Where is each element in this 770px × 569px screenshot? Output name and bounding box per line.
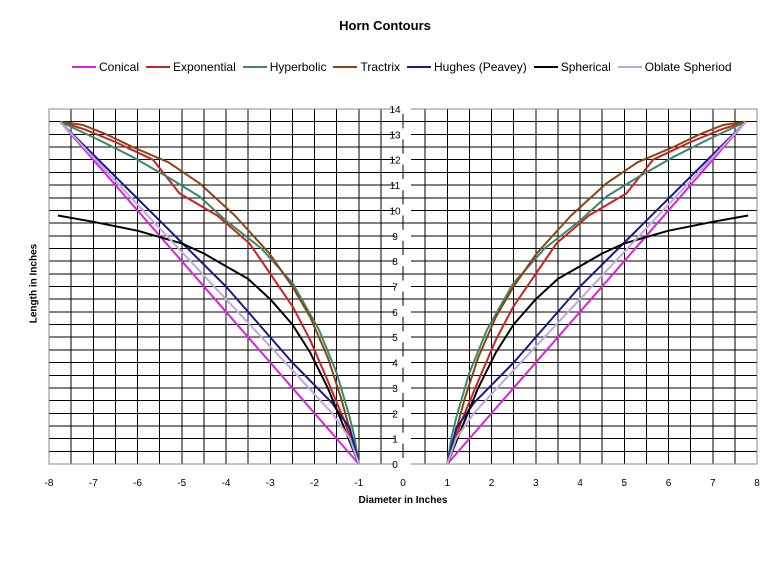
series-oblate-spheriod-left xyxy=(59,121,360,465)
legend-item-hughes: Hughes (Peavey) xyxy=(407,60,527,74)
y-tick-label: 9 xyxy=(392,232,398,243)
x-tick-label: -4 xyxy=(222,478,231,489)
x-tick-label: -5 xyxy=(177,478,186,489)
x-tick-label: 2 xyxy=(489,478,495,489)
x-tick-label: 6 xyxy=(666,478,672,489)
y-tick-label: 10 xyxy=(389,206,401,217)
series-spherical-left xyxy=(57,214,360,465)
legend-swatch xyxy=(333,66,358,68)
y-tick-label: 6 xyxy=(392,308,398,319)
y-tick-bg xyxy=(395,356,411,368)
series-spherical-right xyxy=(446,214,749,465)
y-tick-bg xyxy=(395,407,411,419)
x-tick-label: -6 xyxy=(133,478,142,489)
y-tick-label: 3 xyxy=(392,384,398,395)
legend-swatch xyxy=(146,66,171,68)
y-tick-bg xyxy=(395,305,411,317)
y-tick-label: 1 xyxy=(392,435,398,446)
legend-item-oblate-spheriod: Oblate Spheriod xyxy=(617,60,732,74)
y-tick-label: 12 xyxy=(389,156,401,167)
series-tractrix-left xyxy=(59,120,360,465)
y-tick-bg xyxy=(395,432,411,444)
legend-label: Conical xyxy=(99,60,140,74)
y-tick-label: 14 xyxy=(389,105,401,116)
x-tick-label: 0 xyxy=(400,478,406,489)
y-tick-bg xyxy=(395,204,411,216)
series-hughes-peavey-right xyxy=(446,120,747,465)
legend-swatch xyxy=(617,66,642,68)
y-tick-label: 7 xyxy=(392,283,398,294)
y-tick-bg xyxy=(395,331,411,343)
y-tick-bg xyxy=(395,280,411,292)
legend-swatch xyxy=(533,66,558,68)
series-exponential-right xyxy=(446,120,747,465)
y-tick-bg xyxy=(395,153,411,165)
legend-swatch xyxy=(242,66,267,68)
y-tick-bg xyxy=(395,255,411,267)
legend-swatch xyxy=(72,66,96,68)
series-conical-right xyxy=(446,121,747,465)
legend-item-conical: Conical xyxy=(72,60,139,74)
y-tick-label: 2 xyxy=(392,409,398,420)
x-tick-label: 3 xyxy=(533,478,539,489)
y-tick-label: 5 xyxy=(392,333,398,344)
series-tractrix-right xyxy=(446,120,747,465)
y-tick-bg xyxy=(395,458,411,469)
y-tick-label: 13 xyxy=(389,130,401,141)
y-tick-label: 11 xyxy=(390,181,401,192)
y-tick-bg xyxy=(395,179,411,191)
y-tick-bg xyxy=(395,381,411,393)
y-tick-label: 8 xyxy=(392,257,398,268)
y-tick-label: 0 xyxy=(392,460,398,471)
legend-item-hyperbolic: Hyperbolic xyxy=(242,60,327,74)
legend-label: Tractrix xyxy=(360,60,401,74)
x-tick-label: 7 xyxy=(710,478,716,489)
legend-item-exponential: Exponential xyxy=(146,60,236,74)
y-tick-label: 4 xyxy=(392,359,398,370)
series-exponential-left xyxy=(59,120,360,465)
x-tick-label: -7 xyxy=(89,478,98,489)
x-tick-label: -1 xyxy=(354,478,363,489)
y-axis-label: Length in Inches xyxy=(28,243,40,324)
y-tick-bg xyxy=(395,103,411,114)
series-oblate-spheriod-right xyxy=(446,121,747,465)
x-tick-label: -8 xyxy=(45,478,54,489)
series-hughes-peavey-left xyxy=(59,120,360,465)
x-tick-label: 1 xyxy=(444,478,450,489)
x-tick-label: 4 xyxy=(577,478,583,489)
x-axis-label: Diameter in Inches xyxy=(358,495,448,506)
series-hyperbolic-right xyxy=(446,120,747,465)
x-tick-label: 5 xyxy=(621,478,627,489)
x-tick-label: -2 xyxy=(310,478,319,489)
chart-legend: Conical Exponential Hyperbolic Tractrix … xyxy=(72,60,739,74)
legend-label: Oblate Spheriod xyxy=(644,60,732,74)
x-tick-label: 8 xyxy=(754,478,760,489)
series-conical-left xyxy=(59,121,360,465)
series-hyperbolic-left xyxy=(59,120,360,465)
legend-label: Hyperbolic xyxy=(269,60,327,74)
y-tick-bg xyxy=(395,229,411,241)
legend-label: Hughes (Peavey) xyxy=(434,60,527,74)
legend-swatch xyxy=(407,66,432,68)
x-tick-label: -3 xyxy=(266,478,275,489)
chart-title: Horn Contours xyxy=(339,18,431,33)
legend-label: Spherical xyxy=(560,60,611,74)
legend-item-tractrix: Tractrix xyxy=(333,60,400,74)
legend-item-spherical: Spherical xyxy=(533,60,611,74)
legend-label: Exponential xyxy=(173,60,236,74)
y-tick-bg xyxy=(395,128,411,140)
